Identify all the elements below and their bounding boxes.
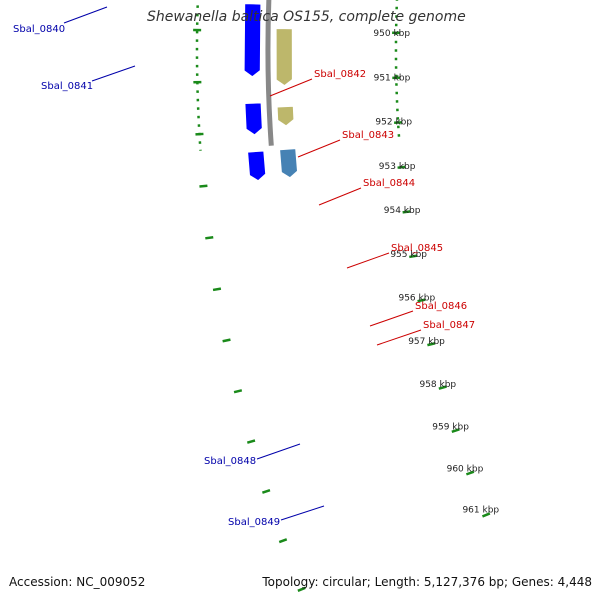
tick-mark bbox=[427, 342, 436, 347]
gene-arrow bbox=[247, 150, 267, 182]
gene-label: Sbal_0840 bbox=[13, 24, 65, 35]
genome-title: Shewanella baltica OS155, complete genom… bbox=[147, 9, 466, 25]
gene-label: Sbal_0848 bbox=[204, 456, 256, 467]
tick-label: 950 kbp bbox=[373, 29, 410, 39]
gene-label-leader bbox=[280, 505, 325, 521]
tick-mark bbox=[397, 165, 406, 169]
tick-mark-outer bbox=[212, 287, 222, 292]
gene-label-leader bbox=[346, 252, 390, 269]
gene-label-leader bbox=[376, 329, 422, 346]
gene-label: Sbal_0842 bbox=[314, 69, 366, 80]
gene-label-leader bbox=[63, 6, 108, 24]
tick-mark-outer bbox=[278, 538, 288, 544]
tick-label: 957 kbp bbox=[408, 337, 445, 347]
gene-label: Sbal_0844 bbox=[363, 178, 415, 189]
tick-label: 955 kbp bbox=[390, 250, 427, 260]
tick-mark-outer bbox=[199, 184, 208, 188]
tick-mark-outer bbox=[205, 236, 214, 240]
tick-mark bbox=[417, 298, 426, 303]
tick-label: 961 kbp bbox=[462, 506, 499, 516]
gene-arrow bbox=[276, 105, 295, 127]
gene-label-leader bbox=[91, 65, 136, 82]
tick-marks: 950 kbp 951 kbp 952 kbp 953 kbp 954 kbp 955 k… bbox=[193, 28, 499, 592]
gene-arrow bbox=[275, 28, 293, 86]
tick-mark bbox=[465, 470, 475, 476]
gene-arrow bbox=[244, 102, 263, 136]
gene-arrow bbox=[279, 148, 298, 179]
gene-label: Sbal_0845 bbox=[391, 243, 443, 254]
topology-text: Topology: circular; Length: 5,127,376 bp… bbox=[262, 575, 592, 589]
gene-label-leader bbox=[369, 310, 414, 327]
tick-label: 953 kbp bbox=[379, 162, 416, 172]
tick-mark-outer bbox=[246, 439, 256, 444]
tick-mark-outer bbox=[297, 586, 306, 592]
gene-label: Sbal_0843 bbox=[342, 130, 394, 141]
gene-label: Sbal_0849 bbox=[228, 517, 280, 528]
feature-blocks bbox=[243, 3, 298, 182]
tick-mark bbox=[481, 512, 491, 518]
tick-label: 956 kbp bbox=[398, 294, 435, 304]
gene-label: Sbal_0841 bbox=[41, 81, 93, 92]
accession-text: Accession: NC_009052 bbox=[9, 575, 146, 589]
tick-label: 959 kbp bbox=[432, 422, 469, 432]
tick-mark bbox=[451, 428, 460, 433]
tick-label: 951 kbp bbox=[374, 73, 411, 83]
tick-mark bbox=[438, 385, 447, 390]
tick-mark bbox=[409, 254, 418, 259]
tick-mark-outer bbox=[233, 389, 243, 394]
tick-label: 958 kbp bbox=[419, 380, 456, 390]
gene-arrow bbox=[243, 3, 262, 78]
tick-label: 952 kbp bbox=[375, 118, 412, 128]
tick-label: 960 kbp bbox=[447, 464, 484, 474]
gene-label: Sbal_0847 bbox=[423, 320, 475, 331]
backbone bbox=[265, 0, 274, 146]
tick-label: 954 kbp bbox=[384, 206, 421, 216]
gene-labels: Sbal_0840 Sbal_0841 Sbal_0842 Sbal_0843 Sbal… bbox=[13, 6, 475, 528]
gene-label-leader bbox=[269, 78, 313, 97]
genome-backbone-line bbox=[265, 0, 274, 146]
gene-label-leader bbox=[318, 187, 362, 206]
tick-mark-outer bbox=[261, 489, 271, 494]
gene-label-leader bbox=[256, 443, 301, 460]
gene-label-leader bbox=[297, 139, 341, 158]
tick-mark-outer bbox=[222, 338, 231, 343]
gene-label: Sbal_0846 bbox=[415, 301, 467, 312]
tick-mark bbox=[402, 210, 411, 214]
